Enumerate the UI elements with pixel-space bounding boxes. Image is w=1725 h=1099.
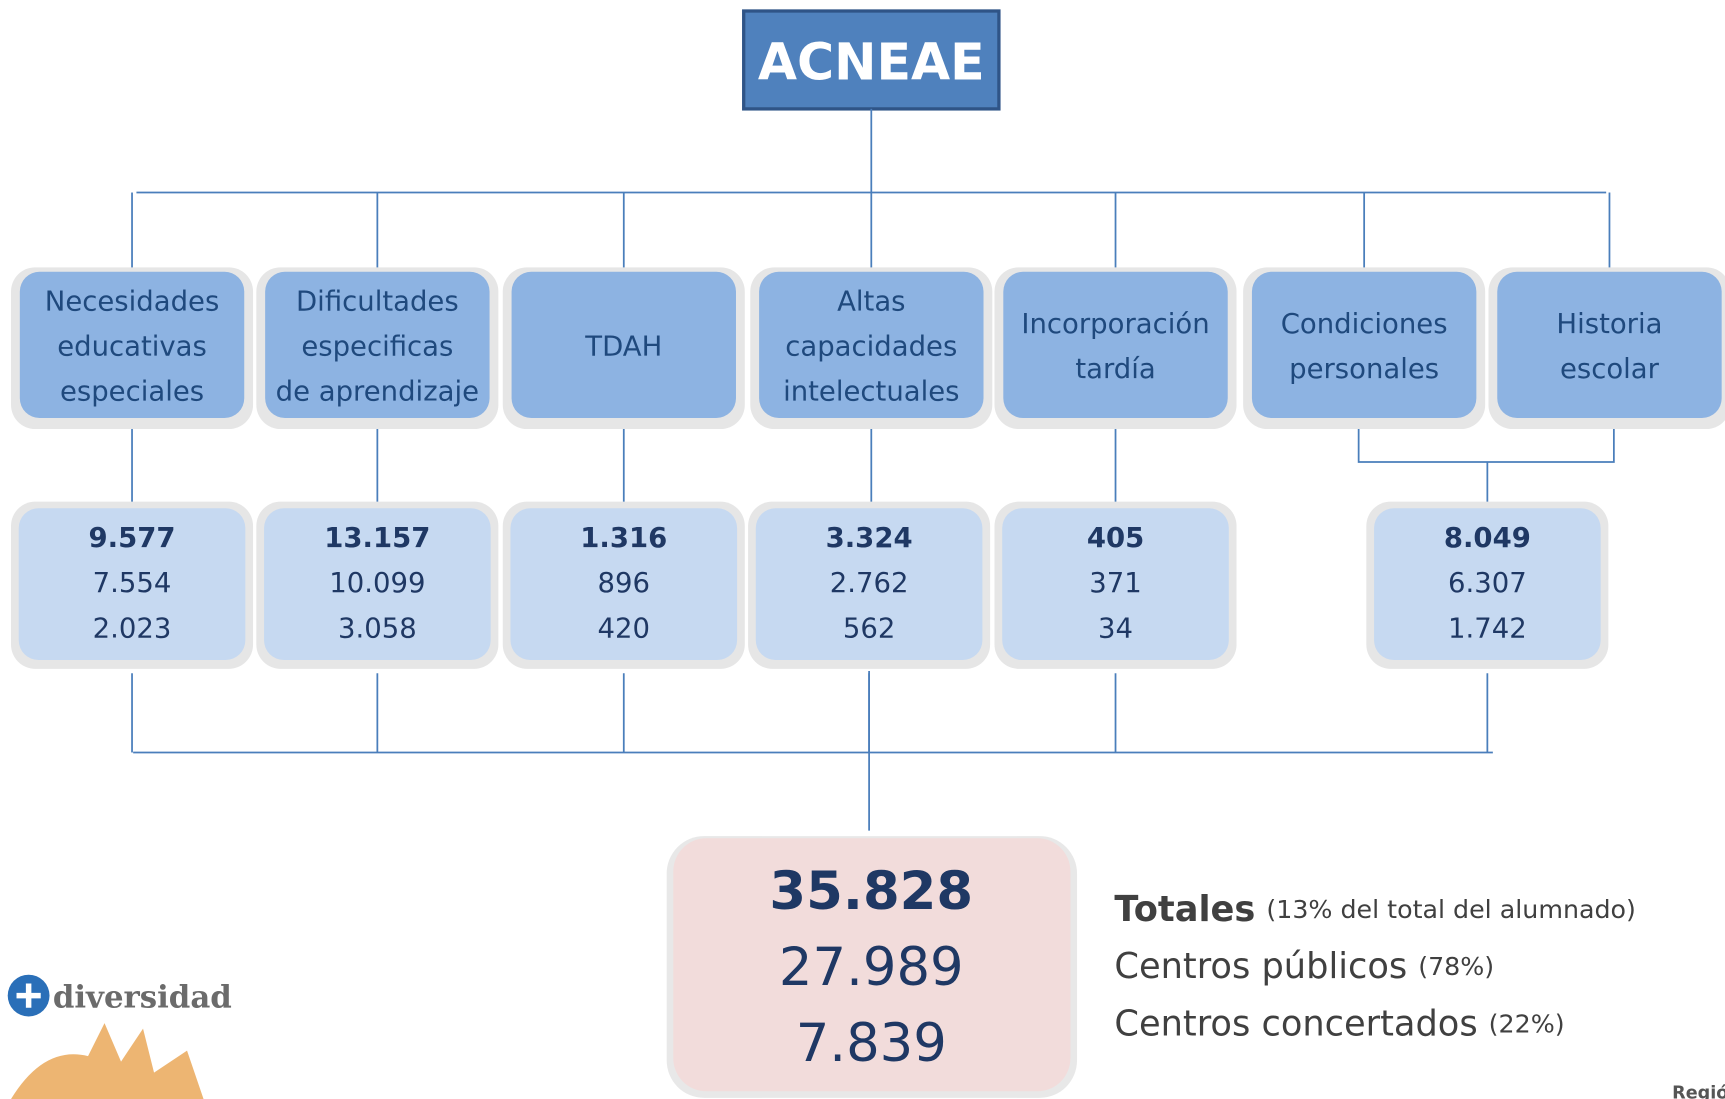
count-value: 1.316	[580, 522, 667, 554]
category-label: especiales	[60, 376, 204, 408]
count-value: 371	[1089, 567, 1141, 599]
count-value: 2.023	[93, 612, 172, 644]
category-label: Dificultades	[296, 286, 459, 318]
footer: Región	[1672, 1083, 1725, 1099]
legend-label: Totales	[1114, 889, 1255, 930]
total-value: 7.839	[796, 1013, 947, 1074]
page: ACNEAE diversidad Región Necesidades educ…	[0, 0, 1725, 1099]
category-label: Altas	[837, 286, 905, 318]
category-box	[1252, 272, 1476, 418]
category-label: intelectuales	[783, 376, 959, 408]
count-value: 13.157	[324, 522, 430, 554]
count-value: 420	[598, 612, 650, 644]
legend-entry: Centros públicos (78%)	[1114, 946, 1494, 987]
count-value: 8.049	[1444, 522, 1531, 554]
count-value: 6.307	[1448, 567, 1527, 599]
count-value: 9.577	[89, 522, 176, 554]
count-value: 10.099	[329, 567, 425, 599]
category-label: capacidades	[785, 331, 957, 363]
legend-note: (22%)	[1489, 1009, 1565, 1038]
count-value: 2.762	[830, 567, 909, 599]
count-value: 34	[1098, 612, 1133, 644]
count-value: 405	[1087, 522, 1144, 554]
category-label: especificas	[301, 331, 453, 363]
connector	[1359, 429, 1614, 506]
category-label: de aprendizaje	[276, 376, 479, 408]
legend-label: Centros concertados	[1114, 1003, 1477, 1044]
count-value: 1.742	[1448, 612, 1527, 644]
category-label: tardía	[1075, 353, 1155, 385]
legend-entry: Totales (13% del total del alumnado)	[1114, 889, 1636, 930]
legend-label: Centros públicos	[1114, 946, 1407, 987]
count-value: 3.324	[826, 522, 913, 554]
category-label: personales	[1289, 353, 1439, 385]
logo-hands	[11, 1023, 204, 1099]
count-value: 3.058	[338, 612, 417, 644]
category-label: TDAH	[584, 331, 662, 363]
legend-note: (13% del total del alumnado)	[1266, 895, 1636, 924]
category-label: Historia	[1556, 308, 1662, 340]
category-label: Necesidades	[45, 286, 220, 318]
legend-note: (78%)	[1418, 952, 1494, 981]
count-value: 7.554	[93, 567, 172, 599]
category-label: Condiciones	[1281, 308, 1448, 340]
logo-text: diversidad	[53, 979, 232, 1015]
count-value: 896	[598, 567, 650, 599]
category-box	[1497, 272, 1721, 418]
category-label: Incorporación	[1021, 308, 1209, 340]
category-label: escolar	[1560, 353, 1660, 385]
total-value: 35.828	[769, 861, 973, 922]
total-value: 27.989	[779, 937, 964, 998]
title: ACNEAE	[758, 33, 985, 92]
count-value: 562	[843, 612, 896, 644]
category-box	[1003, 272, 1227, 418]
legend-entry: Centros concertados (22%)	[1114, 1003, 1564, 1044]
category-label: educativas	[57, 331, 207, 363]
diagram: ACNEAE diversidad Región Necesidades educ…	[0, 0, 1725, 1099]
